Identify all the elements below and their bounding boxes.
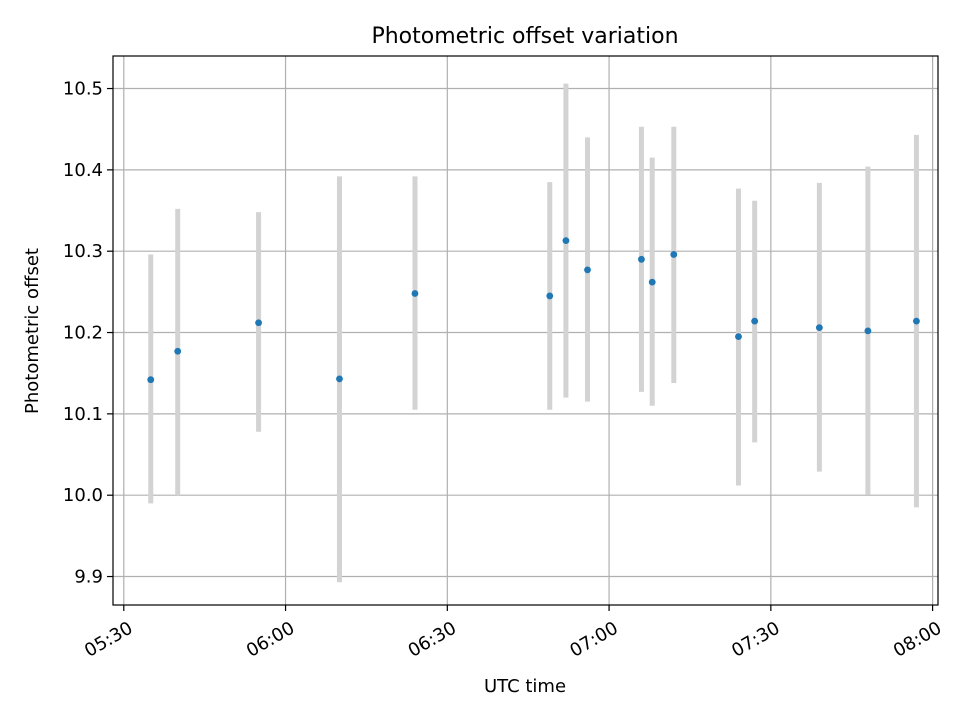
- data-point: [546, 292, 554, 300]
- grid-layer: [113, 56, 938, 605]
- plot-frame: [112, 55, 939, 606]
- data-point: [815, 324, 823, 332]
- x-tick-label: 06:00: [243, 618, 298, 662]
- data-point: [913, 317, 920, 325]
- x-axis-label: UTC time: [484, 676, 566, 697]
- data-point: [751, 317, 759, 325]
- tick-layer: 9.9 10.0 10.1 10.2 10.3 10.4 10.5 05:30 06:00 06:…: [63, 79, 945, 662]
- data-point: [147, 376, 155, 384]
- x-tick-label: 05:30: [81, 618, 136, 662]
- data-point: [648, 278, 656, 286]
- y-tick-label: 10.0: [63, 485, 103, 506]
- data-point: [735, 333, 742, 340]
- y-tick-label: 10.5: [63, 79, 103, 100]
- y-tick-label: 10.2: [63, 323, 103, 344]
- data-point: [255, 319, 262, 327]
- y-tick-label: 10.4: [63, 160, 103, 181]
- y-tick-label: 10.1: [63, 404, 103, 425]
- data-point: [864, 327, 872, 335]
- x-tick-label: 07:30: [728, 618, 783, 662]
- data-point: [638, 255, 645, 263]
- y-axis-label: Photometric offset: [22, 248, 43, 414]
- data-point: [174, 347, 182, 355]
- data-point: [411, 290, 419, 297]
- data-point: [584, 266, 591, 274]
- x-tick-label: 08:00: [890, 618, 945, 662]
- x-tick-label: 06:30: [405, 618, 460, 662]
- y-tick-label: 10.3: [63, 241, 103, 262]
- x-tick-label: 07:00: [566, 618, 621, 662]
- data-point: [336, 375, 343, 383]
- data-point: [562, 237, 570, 245]
- point-layer: [147, 237, 920, 384]
- y-tick-label: 9.9: [74, 567, 103, 588]
- data-point: [670, 251, 678, 258]
- chart-title: Photometric offset variation: [371, 24, 678, 49]
